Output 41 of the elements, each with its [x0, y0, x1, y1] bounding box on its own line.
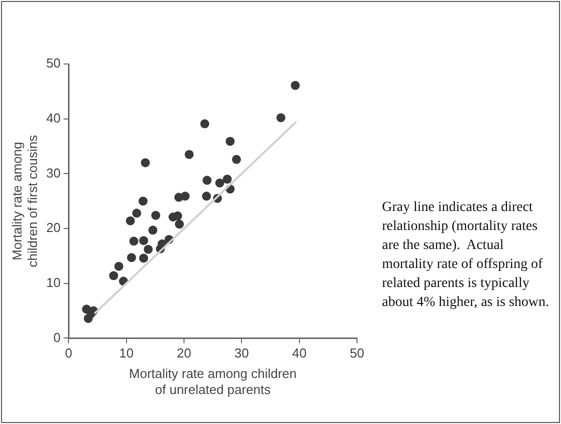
point [290, 80, 300, 90]
point [109, 271, 118, 280]
y-tick-label: 50 [46, 56, 61, 71]
point [174, 220, 184, 229]
point [139, 236, 148, 246]
point [180, 192, 190, 201]
point [132, 208, 142, 218]
x-tick-label: 20 [176, 346, 192, 361]
y-axis-title: Mortality rate among children of first cousins [9, 134, 40, 268]
y-tick-label: 40 [46, 110, 61, 126]
point [184, 150, 194, 159]
point [148, 226, 158, 235]
point [127, 253, 136, 262]
x-tick-label: 0 [65, 346, 72, 361]
point [173, 211, 182, 220]
y-tick-label: 30 [46, 165, 61, 180]
point [126, 216, 135, 226]
point [200, 119, 210, 128]
point [138, 196, 148, 206]
x-tick-label: 50 [350, 346, 364, 361]
y-tick-label: 10 [46, 274, 61, 290]
point [276, 113, 286, 122]
point [144, 244, 153, 254]
x-tick-label: 10 [119, 346, 134, 361]
point [151, 210, 160, 220]
point [129, 236, 138, 246]
x-tick-label: 30 [234, 346, 249, 361]
y-tick-label: 20 [46, 220, 61, 236]
point [114, 262, 124, 271]
x-axis-title: Mortality rate among children of unrelated parents [129, 366, 297, 397]
point [202, 192, 211, 201]
point [222, 174, 232, 184]
point [215, 178, 224, 188]
x-tick-label: 40 [292, 346, 307, 361]
y-tick-label: 0 [53, 330, 61, 345]
point [226, 136, 235, 146]
point [202, 176, 212, 185]
text: Gray line indicates a direct relationship (mortality rates are the same). Actual mortality rate of offspring of related parents is typically about 4% higher, as is shown. [382, 199, 550, 312]
point [139, 254, 148, 263]
point [232, 154, 241, 164]
point [140, 158, 150, 168]
